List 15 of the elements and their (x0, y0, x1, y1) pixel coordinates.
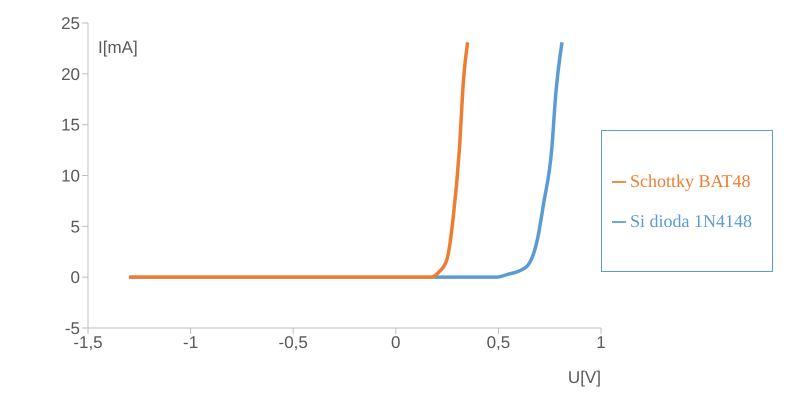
y-tick-label: 20 (61, 64, 80, 84)
y-tick-label: 25 (61, 14, 80, 34)
x-tick-label: 1 (596, 333, 606, 352)
x-tick-label: -0,5 (278, 333, 308, 352)
y-tick-label: 0 (70, 268, 80, 288)
y-tick-label: 15 (61, 116, 80, 135)
y-axis-title: I[mA] (98, 38, 138, 58)
x-axis-title: U[V] (568, 368, 601, 387)
legend-label: Si dioda 1N4148 (630, 210, 752, 230)
x-tick-label: 0,5 (486, 333, 510, 352)
y-tick-label: 5 (70, 217, 80, 236)
x-tick-label: -1 (183, 333, 198, 352)
y-tick-label: 10 (61, 166, 80, 186)
legend-label: Schottky BAT48 (630, 170, 750, 190)
x-tick-label: 0 (391, 333, 401, 352)
